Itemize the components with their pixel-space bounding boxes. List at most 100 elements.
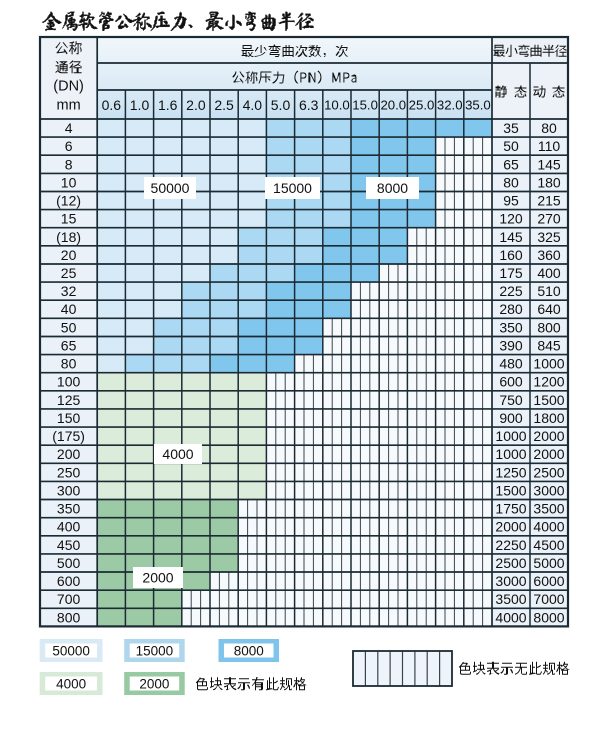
svg-text:1000: 1000 [495,446,526,462]
svg-text:2000: 2000 [533,428,564,444]
svg-text:280: 280 [499,301,523,317]
svg-text:1000: 1000 [533,356,564,372]
svg-text:750: 750 [499,392,523,408]
svg-text:480: 480 [499,356,523,372]
svg-text:150: 150 [57,410,81,426]
svg-text:1200: 1200 [533,374,564,390]
svg-text:2.5: 2.5 [214,97,234,113]
svg-text:640: 640 [537,301,561,317]
svg-text:600: 600 [57,573,81,589]
svg-text:125: 125 [57,392,81,408]
svg-text:8000: 8000 [533,609,564,625]
svg-text:25.0: 25.0 [409,98,435,113]
svg-text:0.6: 0.6 [102,97,122,113]
svg-text:700: 700 [57,591,81,607]
svg-text:4500: 4500 [533,537,564,553]
svg-text:145: 145 [499,229,523,245]
svg-text:325: 325 [537,229,561,245]
svg-text:25: 25 [61,265,77,281]
svg-text:32: 32 [61,283,77,299]
svg-text:3000: 3000 [495,573,526,589]
svg-text:215: 215 [537,193,561,209]
svg-text:2250: 2250 [495,537,526,553]
svg-text:145: 145 [537,156,561,172]
svg-text:900: 900 [499,410,523,426]
svg-text:32.0: 32.0 [437,98,463,113]
svg-text:50: 50 [503,138,519,154]
svg-text:6000: 6000 [533,573,564,589]
svg-text:3000: 3000 [533,483,564,499]
svg-text:6.3: 6.3 [299,97,319,113]
svg-text:200: 200 [57,446,81,462]
svg-text:15000: 15000 [273,180,312,196]
svg-text:400: 400 [537,265,561,281]
svg-text:120: 120 [499,211,523,227]
svg-text:15.0: 15.0 [352,98,378,113]
svg-text:15: 15 [61,211,77,227]
svg-text:1800: 1800 [533,410,564,426]
svg-text:1750: 1750 [495,501,526,517]
svg-text:80: 80 [61,356,77,372]
svg-text:350: 350 [499,319,523,335]
svg-text:4000: 4000 [533,519,564,535]
svg-text:2500: 2500 [533,464,564,480]
svg-text:3500: 3500 [533,501,564,517]
svg-text:2000: 2000 [142,570,173,586]
svg-text:1.6: 1.6 [158,97,178,113]
svg-text:(DN): (DN) [53,79,84,95]
svg-text:8000: 8000 [377,180,408,196]
svg-text:65: 65 [61,338,77,354]
svg-text:4000: 4000 [56,676,86,691]
svg-text:1.0: 1.0 [130,97,150,113]
svg-text:450: 450 [57,537,81,553]
svg-text:4: 4 [65,120,73,136]
svg-text:5.0: 5.0 [271,97,291,113]
svg-text:50: 50 [61,319,77,335]
svg-text:300: 300 [57,483,81,499]
svg-text:50000: 50000 [52,643,90,658]
svg-text:mm: mm [57,98,81,114]
svg-text:500: 500 [57,555,81,571]
svg-text:20.0: 20.0 [380,98,406,113]
svg-text:845: 845 [537,338,561,354]
svg-text:65: 65 [503,156,519,172]
svg-text:3500: 3500 [495,591,526,607]
svg-text:5000: 5000 [533,555,564,571]
svg-text:(12): (12) [56,193,81,209]
svg-text:1500: 1500 [533,392,564,408]
svg-text:100: 100 [57,374,81,390]
svg-text:(18): (18) [56,229,81,245]
svg-text:40: 40 [61,301,77,317]
svg-text:2500: 2500 [495,555,526,571]
svg-text:8000: 8000 [234,643,264,658]
svg-text:180: 180 [537,174,561,190]
svg-text:2000: 2000 [533,446,564,462]
svg-text:160: 160 [499,247,523,263]
svg-text:80: 80 [541,120,557,136]
svg-text:35: 35 [503,120,519,136]
svg-text:250: 250 [57,464,81,480]
svg-text:360: 360 [537,247,561,263]
svg-text:400: 400 [57,519,81,535]
svg-text:50000: 50000 [151,180,190,196]
svg-text:80: 80 [503,174,519,190]
svg-text:800: 800 [537,319,561,335]
svg-text:390: 390 [499,338,523,354]
svg-text:10.0: 10.0 [324,98,350,113]
svg-text:6: 6 [65,138,73,154]
svg-text:1500: 1500 [495,483,526,499]
svg-text:600: 600 [499,374,523,390]
svg-text:95: 95 [503,193,519,209]
svg-text:10: 10 [61,174,77,190]
svg-text:2000: 2000 [495,519,526,535]
svg-text:270: 270 [537,211,561,227]
svg-text:4000: 4000 [162,446,193,462]
svg-text:1000: 1000 [495,428,526,444]
svg-text:175: 175 [499,265,523,281]
svg-text:8: 8 [65,156,73,172]
svg-text:110: 110 [538,138,561,154]
svg-text:1250: 1250 [495,464,526,480]
svg-text:(175): (175) [52,428,85,444]
svg-text:225: 225 [499,283,523,299]
svg-text:7000: 7000 [533,591,564,607]
